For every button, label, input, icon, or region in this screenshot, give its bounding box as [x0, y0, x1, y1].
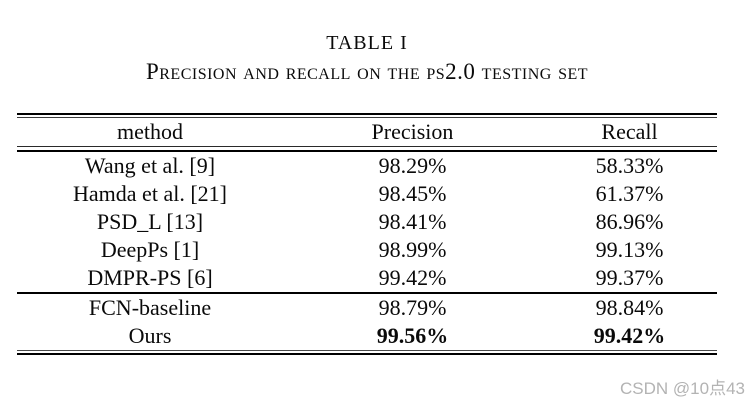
precision-cell: 98.29% — [378, 153, 447, 178]
csdn-watermark: CSDN @10点43 — [620, 379, 745, 398]
table-row: DeepPs [1] 98.99% 99.13% — [17, 236, 717, 264]
table-row-ours: Ours 99.56% 99.42% — [17, 322, 717, 350]
precision-cell: 98.99% — [378, 237, 447, 262]
method-cell: Wang et al. [9] — [84, 153, 216, 178]
results-table: method Precision Recall Wang et al. [9] … — [17, 113, 717, 355]
recall-cell: 98.84% — [595, 295, 664, 320]
column-header-precision: Precision — [371, 119, 454, 144]
method-cell: Ours — [128, 323, 172, 348]
table-caption: TABLE I Precision and recall on the ps2.… — [17, 31, 717, 85]
method-cell: PSD_L [13] — [96, 209, 204, 234]
precision-cell: 98.79% — [378, 295, 447, 320]
table-caption-title: TABLE I — [326, 32, 408, 54]
recall-cell: 61.37% — [595, 181, 664, 206]
precision-cell: 99.42% — [378, 265, 447, 290]
recall-cell: 58.33% — [595, 153, 664, 178]
table-row: Hamda et al. [21] 98.45% 61.37% — [17, 180, 717, 208]
method-cell: Hamda et al. [21] — [73, 181, 227, 206]
recall-cell: 99.42% — [593, 323, 666, 348]
recall-cell: 86.96% — [595, 209, 664, 234]
recall-cell: 99.37% — [595, 265, 664, 290]
method-cell: DeepPs [1] — [100, 237, 200, 262]
table-header-row: method Precision Recall — [17, 118, 717, 146]
method-cell: DMPR-PS [6] — [87, 265, 213, 290]
method-cell: FCN-baseline — [88, 295, 212, 320]
table-rule-bottom — [17, 350, 717, 355]
precision-cell: 99.56% — [376, 323, 449, 348]
table-rule-group-separator — [17, 292, 717, 294]
table-row: PSD_L [13] 98.41% 86.96% — [17, 208, 717, 236]
table-row: FCN-baseline 98.79% 98.84% — [17, 294, 717, 322]
precision-cell: 98.45% — [378, 181, 447, 206]
table-caption-subtitle: Precision and recall on the ps2.0 testin… — [145, 59, 589, 84]
table-row: Wang et al. [9] 98.29% 58.33% — [17, 152, 717, 180]
table-row: DMPR-PS [6] 99.42% 99.37% — [17, 264, 717, 292]
column-header-recall: Recall — [601, 119, 658, 144]
precision-cell: 98.41% — [378, 209, 447, 234]
column-header-method: method — [117, 119, 183, 144]
table-rule-top — [17, 113, 717, 118]
recall-cell: 99.13% — [595, 237, 664, 262]
table-rule-below-header — [17, 146, 717, 152]
